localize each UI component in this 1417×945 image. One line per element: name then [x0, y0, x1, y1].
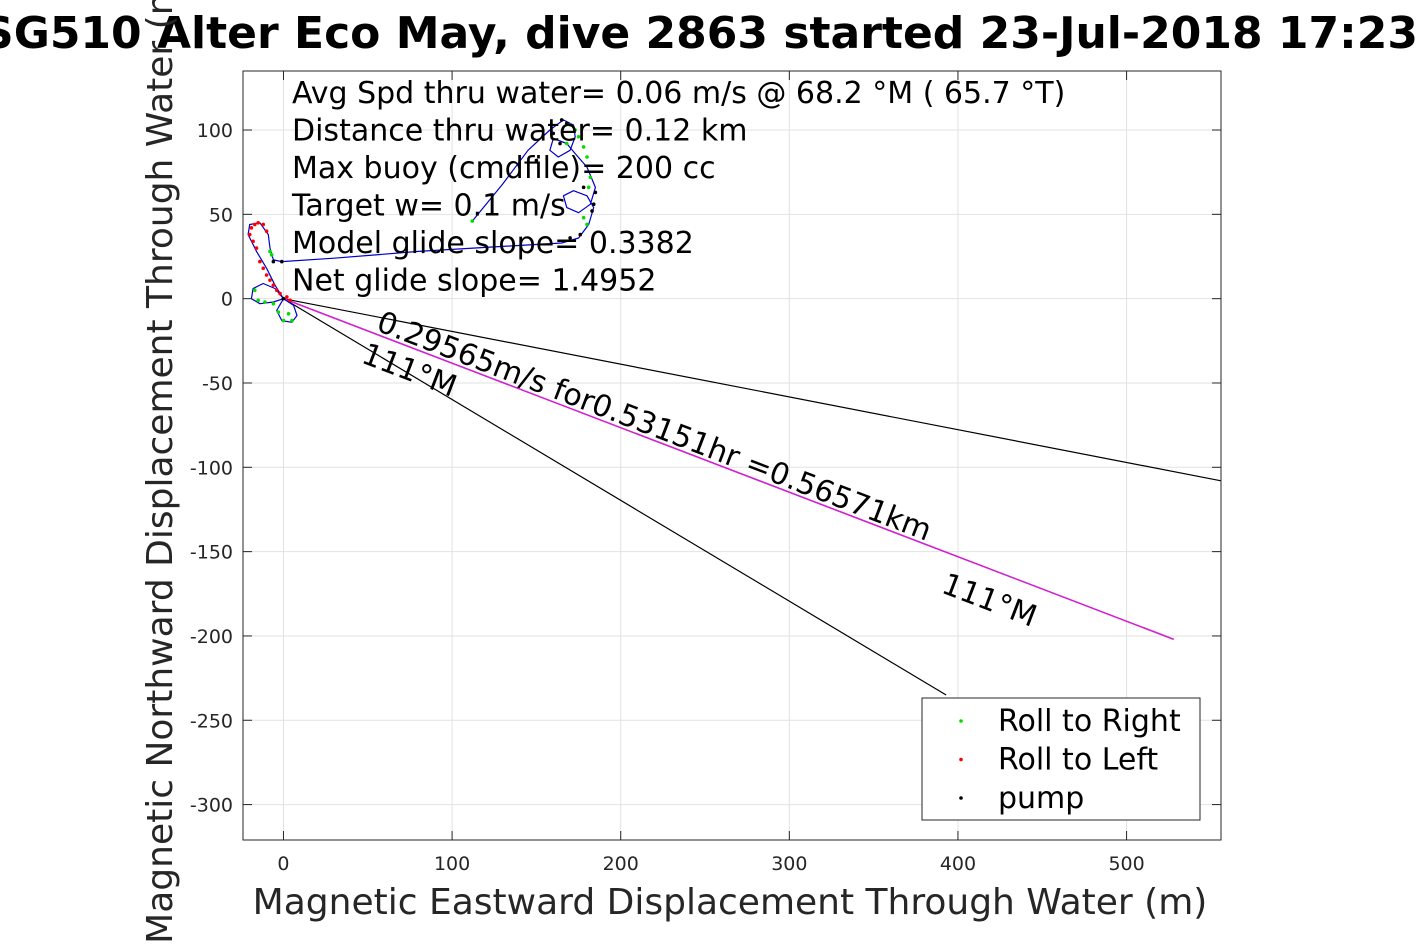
pump-point	[581, 185, 586, 190]
annotation-line: Distance thru water= 0.12 km	[292, 114, 747, 149]
roll-to-left-point	[261, 266, 266, 271]
projection-upper-line	[283, 298, 1222, 482]
roll-to-left-point	[253, 222, 257, 227]
x-tick-label: 300	[771, 853, 807, 875]
chart-title: SG510 Alter Eco May, dive 2863 started 2…	[0, 8, 1417, 59]
legend-marker	[959, 719, 963, 723]
annotation-line: Model glide slope= 0.3382	[292, 226, 694, 261]
legend-marker	[959, 796, 963, 800]
roll-to-right-point	[585, 222, 589, 227]
pump-point	[271, 259, 276, 264]
roll-to-right-point	[576, 134, 581, 139]
projection-lines	[283, 297, 1222, 696]
annotation-line: Avg Spd thru water= 0.06 m/s @ 68.2 °M (…	[292, 76, 1065, 111]
pump-point	[551, 131, 556, 136]
roll-to-left-point	[258, 259, 262, 264]
roll-to-left-point	[254, 246, 259, 250]
roll-to-right-point	[573, 128, 577, 132]
roll-to-right-point	[269, 253, 274, 257]
legend-marker	[959, 757, 963, 762]
roll-to-right-point	[581, 145, 586, 149]
roll-to-left-point	[251, 239, 255, 244]
y-tick-label: -100	[190, 457, 233, 479]
roll-to-right-point	[268, 249, 272, 254]
pump-point	[558, 141, 562, 146]
pump-point	[564, 121, 569, 126]
roll-to-left-point	[278, 291, 282, 296]
plot-frame	[242, 70, 1222, 841]
pump-point	[591, 202, 596, 207]
annotation-line: Net glide slope= 1.4952	[292, 264, 656, 299]
roll-to-right-point	[588, 175, 593, 180]
roll-to-right-point	[290, 318, 294, 323]
roll-to-left-point	[264, 273, 269, 277]
roll-to-right-point	[281, 318, 286, 323]
pump-point	[578, 232, 583, 237]
roll-to-right-point	[286, 312, 291, 316]
legend-box	[921, 697, 1201, 821]
roll-to-left-point	[261, 222, 266, 227]
roll-to-right-point	[253, 288, 257, 293]
roll-to-left-point	[249, 226, 254, 230]
x-tick-label: 100	[434, 853, 470, 875]
x-tick-label: 500	[1108, 853, 1144, 875]
annotation-line: Max buoy (cmdfile)= 200 cc	[292, 151, 716, 186]
y-tick-label: 0	[221, 289, 233, 311]
series-layer	[247, 119, 596, 323]
roll-to-right-point	[256, 298, 260, 303]
pump-point	[279, 259, 284, 264]
x-tick-label: 400	[940, 853, 976, 875]
x-tick-label: 200	[603, 853, 639, 875]
roll-to-left-point	[264, 229, 269, 234]
pump-point	[281, 296, 286, 301]
roll-to-right-point	[585, 155, 589, 159]
x-tick-label: 0	[277, 853, 289, 875]
track-line	[247, 119, 596, 323]
x-axis-label: Magnetic Eastward Displacement Through W…	[253, 882, 1208, 923]
projection-lower-line	[283, 298, 947, 696]
y-tick-label: -300	[190, 795, 233, 817]
pump-point	[559, 118, 564, 122]
legend-entry-label: pump	[998, 781, 1084, 816]
roll-to-right-point	[470, 219, 475, 223]
roll-to-left-point	[271, 283, 276, 287]
y-tick-label: -150	[190, 542, 233, 564]
roll-to-right-point	[564, 141, 569, 146]
roll-to-left-point	[285, 295, 289, 299]
roll-to-left-point	[274, 288, 279, 293]
roll-to-left-point	[256, 220, 260, 225]
roll-to-left-point	[247, 232, 252, 237]
marker-layer	[247, 118, 598, 323]
annotation-line: Target w= 0.1 m/s	[291, 189, 566, 224]
roll-to-right-point	[568, 123, 572, 127]
y-tick-label: -200	[190, 626, 233, 648]
y-tick-label: -50	[202, 373, 233, 395]
ticks: 0 100 200 300 400 500 -300 -250 -200 -150 -100 -50 0…	[190, 71, 1221, 875]
legend-entry-label: Roll to Left	[998, 743, 1158, 778]
pump-point	[534, 158, 539, 163]
y-tick-label: 100	[197, 120, 233, 142]
y-tick-label: 50	[209, 204, 233, 226]
roll-to-right-point	[263, 300, 267, 304]
legend-entry-label: Roll to Right	[998, 704, 1181, 739]
y-axis-label: Magnetic Northward Displacement Through …	[140, 0, 181, 944]
roll-to-right-point	[581, 215, 586, 220]
projection-heading-line	[283, 297, 1175, 641]
pump-point	[593, 190, 598, 195]
roll-to-right-point	[586, 185, 591, 190]
roll-to-left-point	[268, 278, 272, 282]
roll-to-right-point	[271, 301, 276, 306]
pump-point	[568, 236, 572, 240]
pump-point	[590, 209, 594, 213]
roll-to-left-point	[288, 298, 293, 303]
annotations: Avg Spd thru water= 0.06 m/s @ 68.2 °M (…	[291, 76, 1065, 299]
roll-to-right-point	[276, 310, 281, 314]
y-tick-label: -250	[190, 710, 233, 732]
